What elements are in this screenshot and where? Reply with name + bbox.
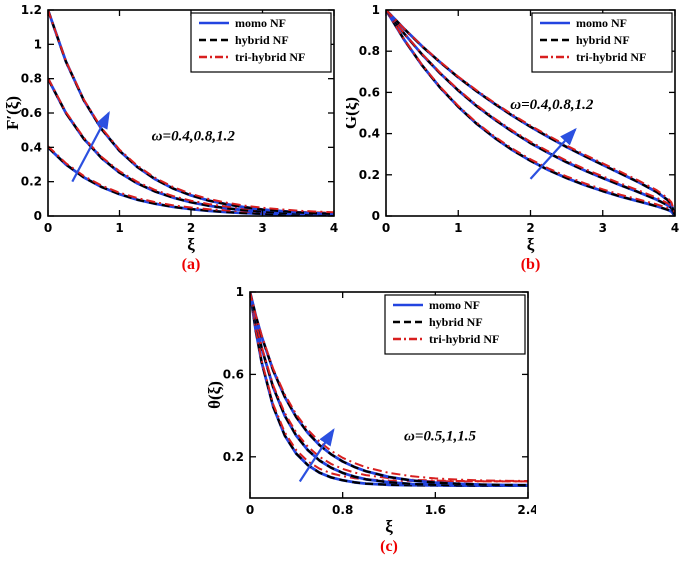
trend-arrow xyxy=(529,127,577,180)
x-tick-label: 1 xyxy=(454,221,462,235)
x-tick-label: 3 xyxy=(258,221,266,235)
x-axis-label: ξ xyxy=(527,235,535,254)
x-axis-label: ξ xyxy=(187,235,195,254)
panel-c: 0 0.8 1.6 2.4 0.2 0.6 1 ξ θ(ξ) ω=0.5,1,1.5 momo NF… xyxy=(200,284,536,556)
legend-label: hybrid NF xyxy=(429,315,483,329)
legend-label: momo NF xyxy=(235,16,286,30)
x-tick-label: 3 xyxy=(599,221,607,235)
omega-annotation: ω=0.4,0.8,1.2 xyxy=(152,128,236,144)
x-axis-label: ξ xyxy=(385,517,393,536)
y-tick-label: 0.2 xyxy=(359,168,380,182)
x-tick-label: 2 xyxy=(187,221,195,235)
curve-ω=1.2-tri-hybrid NF xyxy=(48,10,334,214)
y-axis-label: F′(ξ) xyxy=(3,96,22,130)
y-tick-label: 0.4 xyxy=(21,140,42,154)
omega-annotation: ω=0.5,1,1.5 xyxy=(404,428,476,444)
y-tick-label: 0.4 xyxy=(359,127,380,141)
curve-ω=1.2-tri-hybrid NF xyxy=(386,10,675,215)
legend-label: momo NF xyxy=(429,298,480,312)
chart-c: 0 0.8 1.6 2.4 0.2 0.6 1 ξ θ(ξ) ω=0.5,1,1.5 momo NF… xyxy=(205,285,536,536)
x-tick-label: 2 xyxy=(526,221,534,235)
curve-ω=0.4-tri-hybrid NF xyxy=(386,10,675,215)
panel-b: 0 1 2 3 4 0 0.2 0.4 0.6 0.8 1 ξ G(ξ) ω=0.4,0.8,1.2 mom… xyxy=(346,2,683,274)
x-tick-label: 0 xyxy=(382,221,390,235)
x-tick-label: 4 xyxy=(330,221,338,235)
y-tick-label: 0.8 xyxy=(21,72,42,86)
legend-label: hybrid NF xyxy=(576,33,630,47)
caption-b: (b) xyxy=(520,256,541,273)
curve-ω=1.5-tri-hybrid NF xyxy=(250,292,528,482)
y-tick-label: 0 xyxy=(372,209,380,223)
y-axis-label: θ(ξ) xyxy=(205,381,224,409)
legend-label: tri-hybrid NF xyxy=(235,50,305,64)
x-tick-label: 1 xyxy=(115,221,123,235)
legend-label: tri-hybrid NF xyxy=(429,332,499,346)
omega-annotation: ω=0.4,0.8,1.2 xyxy=(510,97,594,113)
y-tick-label: 0.2 xyxy=(21,175,42,189)
y-tick-label: 1 xyxy=(236,285,244,299)
curve-ω=1.2-hybrid NF xyxy=(386,10,675,216)
legend-label: hybrid NF xyxy=(235,33,289,47)
y-tick-label: 0.6 xyxy=(21,106,42,120)
curve-ω=0.8-hybrid NF xyxy=(48,78,334,216)
x-tick-label: 0 xyxy=(246,503,254,517)
curve-ω=0.4-hybrid NF xyxy=(386,10,675,216)
chart-a: 0 1 2 3 4 0 0.2 0.4 0.6 0.8 1 1.2 ξ F′(ξ) ω=0.4,0.8,1.… xyxy=(3,3,338,254)
y-tick-label: 1.2 xyxy=(21,3,42,17)
y-tick-label: 0.2 xyxy=(223,450,244,464)
y-tick-label: 1 xyxy=(372,3,380,17)
y-tick-label: 0.6 xyxy=(223,367,244,381)
y-tick-label: 0.8 xyxy=(359,44,380,58)
curve-ω=0.4-hybrid NF xyxy=(48,146,334,216)
curve-ω=0.8-tri-hybrid NF xyxy=(386,10,675,215)
y-tick-label: 0 xyxy=(34,209,42,223)
caption-c: (c) xyxy=(380,538,398,555)
plot-box xyxy=(249,291,529,499)
y-tick-label: 1 xyxy=(34,37,42,51)
curve-ω=1-tri-hybrid NF xyxy=(250,292,528,483)
trend-arrow xyxy=(71,111,110,183)
chart-b: 0 1 2 3 4 0 0.2 0.4 0.6 0.8 1 ξ G(ξ) ω=0.4,0.8,1.2 mom… xyxy=(346,3,679,254)
x-tick-label: 1.6 xyxy=(425,503,446,517)
x-tick-label: 4 xyxy=(671,221,679,235)
x-tick-label: 2.4 xyxy=(517,503,536,517)
x-tick-label: 0 xyxy=(44,221,52,235)
trend-arrow xyxy=(298,428,335,483)
caption-a: (a) xyxy=(181,256,201,273)
legend-label: momo NF xyxy=(576,16,627,30)
y-axis-label: G(ξ) xyxy=(346,97,360,129)
legend-label: tri-hybrid NF xyxy=(576,50,646,64)
x-tick-label: 0.8 xyxy=(332,503,353,517)
panel-a: 0 1 2 3 4 0 0.2 0.4 0.6 0.8 1 1.2 ξ F′(ξ) ω=0.4,0.8,1.… xyxy=(2,2,342,274)
y-tick-label: 0.6 xyxy=(359,85,380,99)
